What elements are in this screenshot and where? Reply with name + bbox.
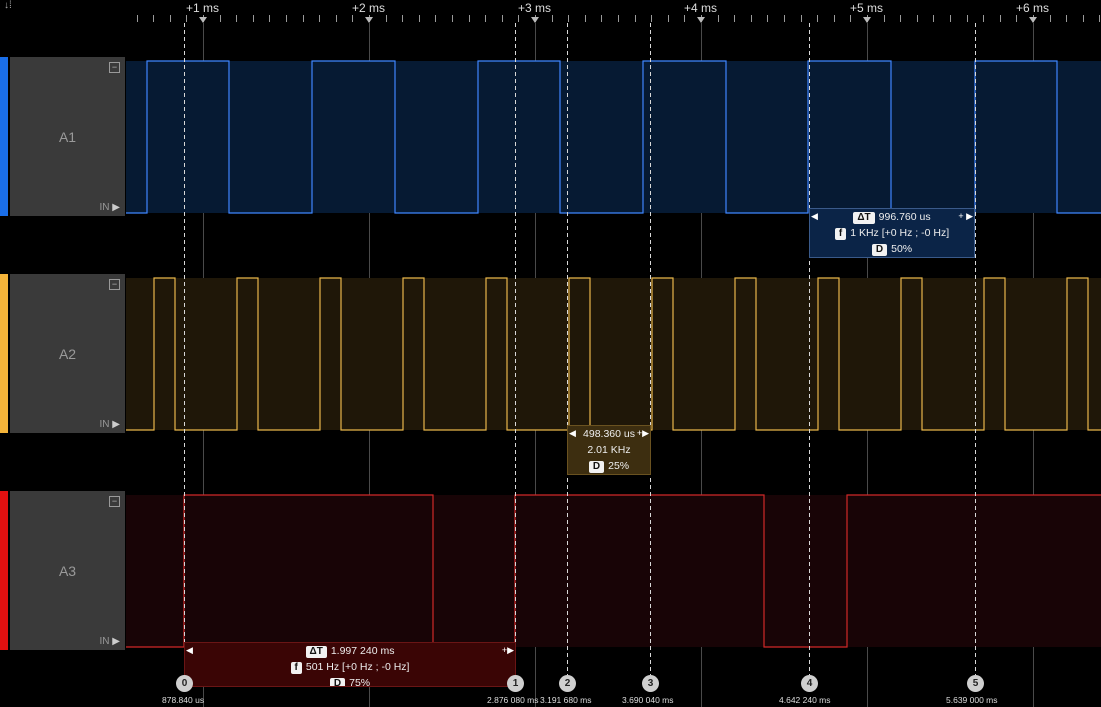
collapse-icon[interactable]: −	[109, 62, 120, 73]
play-icon: ▶	[112, 202, 120, 213]
duty-value: 25%	[608, 460, 630, 472]
collapse-icon[interactable]: −	[109, 279, 120, 290]
duty-value: 50%	[891, 243, 913, 255]
frequency-value: 1 KHz [+0 Hz ; -0 Hz]	[850, 227, 950, 239]
ruler-marker	[697, 17, 705, 23]
cursor-time-label: 4.642 240 ms	[779, 695, 831, 705]
input-indicator[interactable]: IN ▶	[100, 636, 120, 647]
time-tick-label: +2 ms	[352, 1, 386, 15]
cursor-time-label: 3.191 680 ms	[540, 695, 592, 705]
cursor-marker-4[interactable]: 4	[801, 675, 818, 692]
cursor-lines[interactable]	[184, 23, 976, 675]
channel-label-box[interactable]: − A1 IN ▶	[10, 57, 125, 216]
waveform-background	[126, 61, 1101, 213]
channel-name: A1	[58, 128, 77, 145]
duty-value: 75%	[349, 677, 371, 687]
delta-time-value: 1.997 240 ms	[330, 645, 395, 657]
time-tick-label: +1 ms	[186, 1, 220, 15]
right-arrow-icon[interactable]: + ▶	[958, 211, 973, 221]
cursor-marker-1[interactable]: 1	[507, 675, 524, 692]
cursor-time-label: 878.840 us	[162, 695, 205, 705]
waveforms	[126, 60, 1101, 648]
ruler-marker	[1029, 17, 1037, 23]
channel-name: A2	[58, 345, 77, 362]
channel-name: A3	[58, 562, 77, 579]
ruler-marker	[365, 17, 373, 23]
time-tick-label: +6 ms	[1016, 1, 1050, 15]
cursor-marker-2[interactable]: 2	[559, 675, 576, 692]
play-icon: ▶	[112, 636, 120, 647]
cursor-time-label: 5.639 000 ms	[946, 695, 998, 705]
duty-badge: D	[588, 461, 605, 473]
left-arrow-icon[interactable]: ◀	[811, 211, 818, 221]
duty-badge: D	[329, 678, 346, 686]
channel-color-bar	[0, 491, 8, 650]
input-label: IN	[99, 419, 110, 430]
period-value: 498.360 us	[583, 428, 635, 440]
cursor-time-label: 2.876 080 ms	[487, 695, 539, 705]
frequency-badge: f	[290, 662, 302, 674]
channel-color-bar	[0, 274, 8, 433]
cursor-time-label: 3.690 040 ms	[622, 695, 674, 705]
time-tick-label: +5 ms	[850, 1, 884, 15]
time-tick-label: +4 ms	[684, 1, 718, 15]
time-ruler[interactable]	[137, 15, 1100, 23]
cursor-marker-5[interactable]: 5	[967, 675, 984, 692]
measurement-box-a2[interactable]: ◀ +▶ 498.360 us 2.01 KHz D 25%	[567, 425, 651, 475]
delta-time-badge: ΔT	[305, 646, 327, 658]
input-indicator[interactable]: IN ▶	[100, 202, 120, 213]
cursor-marker-3[interactable]: 3	[642, 675, 659, 692]
right-arrow-icon[interactable]: +▶	[501, 645, 514, 655]
input-label: IN	[99, 636, 110, 647]
measurement-box-a3[interactable]: ◀ +▶ ΔT 1.997 240 ms f 501 Hz [+0 Hz ; -0 …	[184, 642, 516, 687]
collapse-icon[interactable]: −	[109, 496, 120, 507]
sort-icon[interactable]: ↓⁞	[4, 0, 12, 11]
channel-label-box[interactable]: − A3 IN ▶	[10, 491, 125, 650]
waveform-background	[126, 278, 1101, 430]
frequency-badge: f	[834, 228, 847, 240]
right-arrow-icon[interactable]: +▶	[636, 428, 649, 438]
frequency-value: 2.01 KHz	[587, 444, 631, 456]
ruler-marker	[199, 17, 207, 23]
ruler-marker	[863, 17, 871, 23]
channel-label-box[interactable]: − A2 IN ▶	[10, 274, 125, 433]
channel-color-bar	[0, 57, 8, 216]
cursor-marker-0[interactable]: 0	[176, 675, 193, 692]
play-icon: ▶	[112, 419, 120, 430]
left-arrow-icon[interactable]: ◀	[186, 645, 193, 655]
delta-time-badge: ΔT	[853, 212, 875, 224]
frequency-value: 501 Hz [+0 Hz ; -0 Hz]	[305, 661, 410, 673]
waveform-background	[126, 495, 1101, 647]
left-arrow-icon[interactable]: ◀	[569, 428, 576, 438]
duty-badge: D	[871, 244, 888, 256]
time-tick-label: +3 ms	[518, 1, 552, 15]
ruler-marker	[531, 17, 539, 23]
input-indicator[interactable]: IN ▶	[100, 419, 120, 430]
input-label: IN	[99, 202, 110, 213]
delta-time-value: 996.760 us	[878, 211, 931, 223]
